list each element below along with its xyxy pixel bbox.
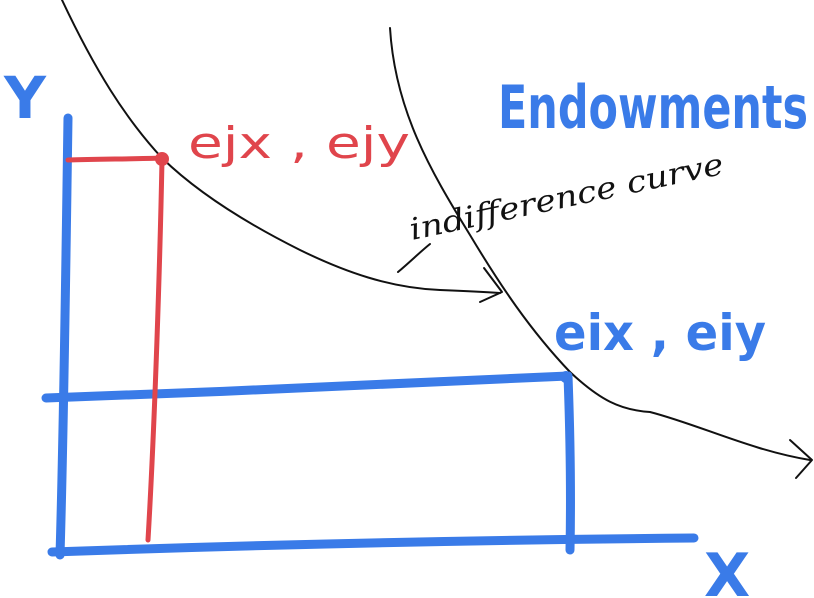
endowment-i-label: eix , eiy [554,304,766,362]
endowment-i-point [560,371,572,383]
endowment-j-point [155,152,169,166]
endowment-j-label: ejx , ejy [188,118,410,169]
diagram-title: Endowments [498,73,808,143]
blue-vertical-guide [568,376,570,550]
blue-horizontal-guide [46,376,568,398]
red-horizontal-guide [68,158,162,160]
indifference-curve-label: indifference curve [406,147,726,248]
x-axis-label: X [704,541,750,598]
annotation-pointer [398,244,430,272]
y-axis [60,118,68,555]
y-axis-label: Y [3,64,47,132]
indifference-curve-1-arrowhead [480,268,502,302]
red-vertical-guide [148,160,162,540]
